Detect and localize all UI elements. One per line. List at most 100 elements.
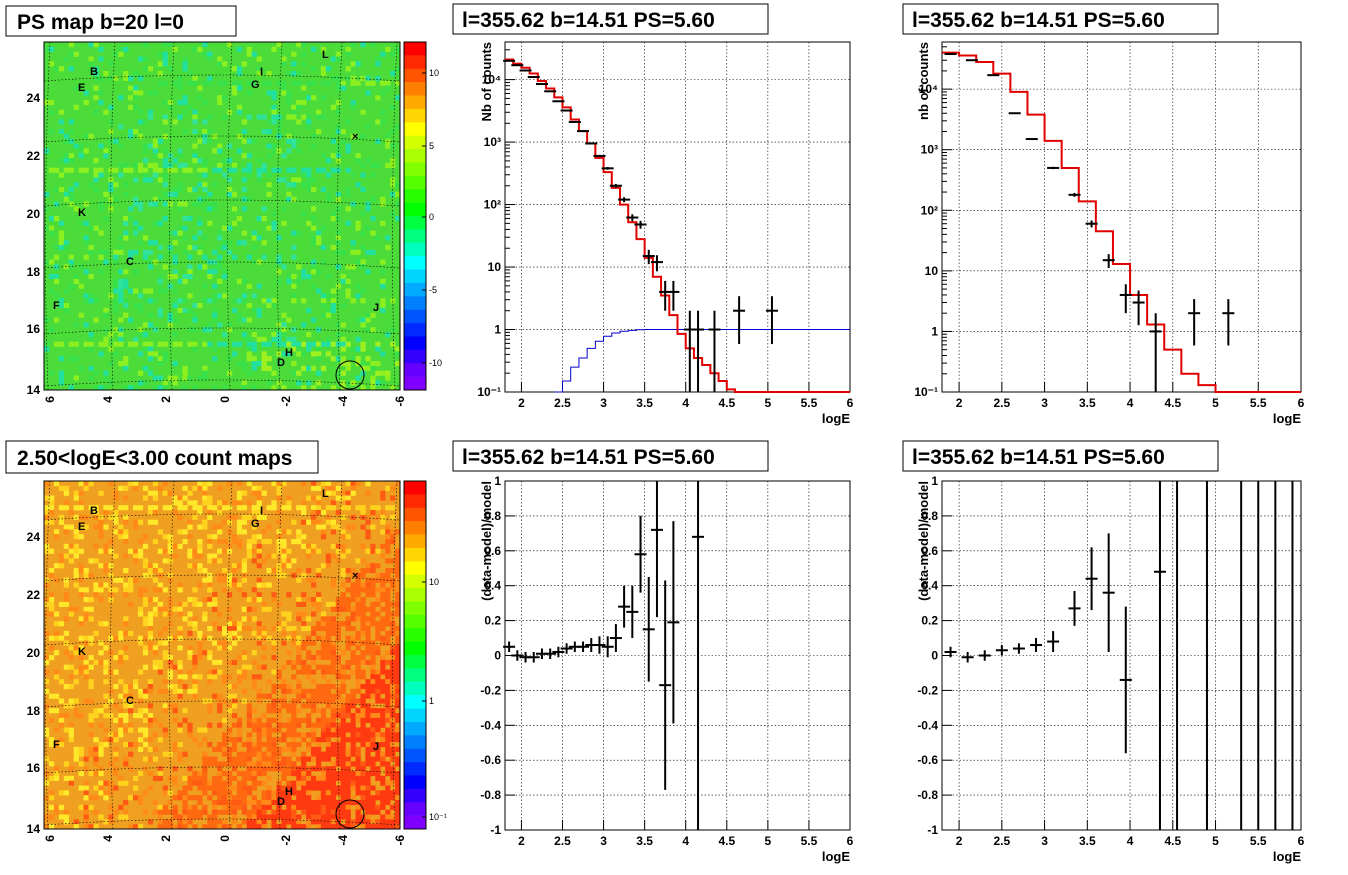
count-map-cell bbox=[217, 524, 223, 530]
count-map-cell bbox=[375, 824, 381, 829]
count-map-cell bbox=[217, 790, 223, 796]
count-map-cell bbox=[365, 568, 371, 574]
count-map-cell bbox=[315, 606, 322, 612]
count-map-cell bbox=[266, 795, 272, 801]
ps-map-cell bbox=[395, 182, 400, 188]
ps-map-cell bbox=[251, 332, 257, 338]
ps-map-cell bbox=[118, 95, 124, 101]
count-map-cell bbox=[197, 630, 203, 636]
count-map-cell bbox=[226, 519, 233, 525]
count-map-cell bbox=[350, 640, 356, 646]
ps-map-cell bbox=[172, 341, 178, 347]
ps-map-cell bbox=[335, 75, 341, 81]
ps-map-colorbar-swatch bbox=[404, 309, 426, 324]
count-map-cell bbox=[231, 809, 238, 815]
ps-map-cell bbox=[340, 249, 346, 255]
count-map-cell bbox=[93, 737, 99, 743]
count-map-cell bbox=[360, 505, 366, 511]
ps-map-cell bbox=[251, 235, 257, 241]
ps-map-cell bbox=[152, 385, 159, 390]
count-map-cell bbox=[370, 674, 376, 680]
count-map-cell bbox=[202, 761, 208, 767]
ps-map-cell bbox=[103, 370, 109, 376]
ps-map-cell bbox=[251, 138, 257, 144]
count-map-cell bbox=[142, 809, 149, 815]
count-map-cell bbox=[68, 732, 74, 738]
count-map-cell bbox=[44, 669, 50, 675]
ps-map-cell bbox=[236, 216, 243, 222]
count-map-cell bbox=[390, 679, 396, 685]
count-map-cell bbox=[276, 495, 282, 501]
count-map-cell bbox=[73, 495, 79, 501]
res2-y-tick-label: 0.2 bbox=[921, 614, 938, 628]
ps-map-cell bbox=[281, 220, 287, 226]
count-map-cell bbox=[395, 529, 400, 535]
count-map-cell bbox=[197, 785, 203, 791]
ps-map-cell bbox=[147, 370, 154, 376]
ps-map-cell bbox=[103, 307, 109, 313]
count-map-cell bbox=[355, 597, 361, 603]
count-map-cell bbox=[251, 539, 257, 545]
count-map-cell bbox=[320, 655, 327, 661]
count-map-cell bbox=[177, 601, 183, 607]
ps-map-cell bbox=[286, 133, 292, 139]
count-map-cell bbox=[241, 800, 248, 806]
count-map-cell bbox=[320, 524, 327, 530]
ps-map-cell bbox=[162, 385, 168, 390]
ps-map-grid-parallel bbox=[44, 135, 400, 143]
ps-map-cell bbox=[202, 298, 208, 304]
ps-map-cell bbox=[320, 245, 327, 251]
count-map-cell bbox=[385, 548, 391, 554]
count-map-cell bbox=[133, 485, 139, 491]
count-map-cell bbox=[261, 751, 267, 757]
count-map-cell bbox=[197, 674, 203, 680]
count-map-cell bbox=[325, 630, 332, 636]
count-map-cell bbox=[88, 597, 94, 603]
count-map-cell bbox=[212, 785, 218, 791]
count-map-cell bbox=[340, 592, 346, 598]
count-map-cell bbox=[123, 688, 129, 694]
count-map-cell bbox=[380, 684, 386, 690]
ps-map-cell bbox=[73, 143, 79, 149]
count-map-cell bbox=[137, 548, 144, 554]
ps-map-cell bbox=[330, 153, 337, 159]
count-map-cell bbox=[395, 679, 400, 685]
count-map-cell bbox=[187, 621, 193, 627]
count-map-cell bbox=[226, 592, 233, 598]
count-map-cell bbox=[53, 693, 60, 699]
count-map-cell bbox=[197, 645, 203, 651]
count-map-colorbar-swatch bbox=[404, 507, 426, 522]
count-map-cell bbox=[306, 804, 312, 810]
count-map-cell bbox=[335, 824, 341, 829]
ps-map-cell bbox=[360, 385, 366, 390]
count-map-cell bbox=[266, 761, 272, 767]
count-map-cell bbox=[226, 775, 233, 781]
count-map-cell bbox=[390, 722, 396, 728]
ps-map-cell bbox=[167, 153, 173, 159]
count-map-cell bbox=[246, 746, 252, 752]
count-map-cell bbox=[296, 688, 302, 694]
count-map-cell bbox=[365, 679, 371, 685]
count-map-cell bbox=[276, 727, 282, 733]
count-map-cell bbox=[108, 814, 114, 820]
count-map-cell bbox=[345, 722, 351, 728]
ps-map-cell bbox=[48, 274, 55, 280]
ps-map-cell bbox=[266, 90, 272, 96]
count-map-cell bbox=[133, 548, 139, 554]
count-map-cell bbox=[390, 775, 396, 781]
count-map-cell bbox=[355, 737, 361, 743]
count-map-cell bbox=[256, 746, 262, 752]
ps-map-cell bbox=[301, 167, 307, 173]
count-map-colorbar-swatch bbox=[404, 815, 426, 830]
count-map-cell bbox=[128, 684, 134, 690]
ps-map-cell bbox=[167, 245, 173, 251]
panel-spectrum-middle: 2 2.5 3 3.5 4 4.5 5 5.5 610⁻¹11010²10³10⁴logENb … bbox=[452, 3, 854, 426]
count-map-cell bbox=[197, 568, 203, 574]
count-map-cell bbox=[147, 519, 154, 525]
count-map-cell bbox=[390, 771, 396, 777]
count-map-cell bbox=[53, 669, 60, 675]
count-map-cell bbox=[73, 505, 79, 511]
ps-map-cell bbox=[83, 201, 89, 207]
ps-map-cell bbox=[172, 288, 178, 294]
ps-map-cell bbox=[370, 196, 376, 202]
